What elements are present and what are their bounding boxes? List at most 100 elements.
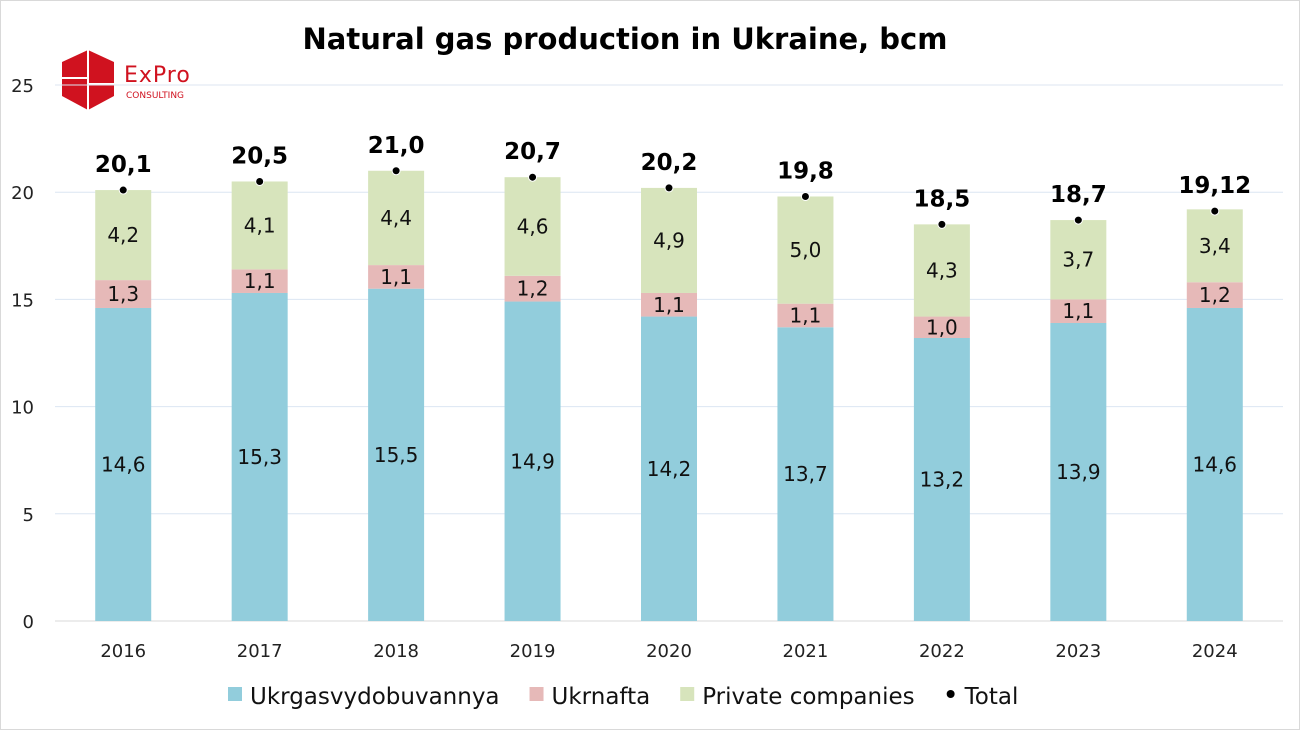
data-label: 3,7 <box>1062 248 1094 272</box>
bar-segment-ukrnafta <box>913 316 970 338</box>
legend-label: Private companies <box>702 684 914 710</box>
bar-segment-ukrnafta <box>504 275 561 302</box>
data-label: 1,1 <box>244 269 276 293</box>
bar-segment-ukrnafta <box>368 265 425 289</box>
total-label: 20,7 <box>504 139 561 165</box>
bar-segment-ukrgasvydobuvannya <box>95 307 152 621</box>
total-marker <box>937 219 947 229</box>
legend-swatch <box>529 687 544 701</box>
total-label: 18,7 <box>1050 182 1107 208</box>
svg-text:CONSULTING: CONSULTING <box>126 91 184 101</box>
legend-label: Ukrnafta <box>552 684 651 710</box>
data-label: 14,9 <box>510 449 555 473</box>
legend-swatch <box>228 687 242 701</box>
bar-segment-private-companies <box>641 187 697 293</box>
total-marker <box>118 185 128 195</box>
total-marker <box>255 176 265 186</box>
total-label: 19,12 <box>1178 173 1251 199</box>
data-label: 15,3 <box>237 445 282 469</box>
data-label: 3,4 <box>1199 234 1231 258</box>
bar-segment-ukrgasvydobuvannya <box>1050 322 1107 621</box>
bar-segment-ukrgasvydobuvannya <box>913 337 970 621</box>
legend-swatch <box>680 687 695 701</box>
x-tick-label: 2016 <box>100 641 146 662</box>
data-label: 1,2 <box>1199 283 1231 307</box>
bar-segment-private-companies <box>777 196 834 304</box>
data-label: 13,7 <box>783 462 828 486</box>
total-marker <box>1210 206 1220 216</box>
data-label: 4,3 <box>926 258 958 282</box>
bar-segment-ukrgasvydobuvannya <box>1186 307 1243 621</box>
data-label: 1,1 <box>653 293 685 317</box>
data-label: 5,0 <box>790 238 822 262</box>
x-tick-label: 2024 <box>1192 641 1238 662</box>
bar-segment-ukrnafta <box>1050 299 1107 323</box>
legend-total-marker <box>946 690 955 698</box>
bar-segment-private-companies <box>231 181 288 270</box>
x-tick-label: 2019 <box>510 641 556 662</box>
bar-segment-private-companies <box>1050 220 1107 300</box>
bar-segment-private-companies <box>1186 209 1243 283</box>
total-marker <box>664 183 674 193</box>
x-tick-label: 2017 <box>237 641 283 662</box>
x-tick-label: 2022 <box>919 641 965 662</box>
total-label: 20,2 <box>641 150 698 176</box>
data-label: 1,3 <box>107 282 139 306</box>
bar-segment-ukrgasvydobuvannya <box>641 316 697 621</box>
total-label: 21,0 <box>368 133 425 159</box>
bar-segment-ukrnafta <box>777 303 834 328</box>
data-label: 4,1 <box>244 213 276 237</box>
data-label: 1,1 <box>790 303 822 327</box>
data-label: 4,4 <box>380 206 412 230</box>
y-tick-label: 5 <box>23 505 34 526</box>
bar-segment-ukrgasvydobuvannya <box>504 301 561 621</box>
data-label: 14,6 <box>1193 452 1238 476</box>
data-label: 13,2 <box>920 467 965 491</box>
y-tick-label: 15 <box>11 290 34 311</box>
data-label: 13,9 <box>1056 460 1101 484</box>
svg-text:ExPro: ExPro <box>124 63 191 88</box>
bar-segment-ukrnafta <box>231 269 288 293</box>
data-label: 4,6 <box>517 215 549 239</box>
total-label: 20,1 <box>95 152 152 178</box>
x-tick-label: 2021 <box>783 641 829 662</box>
bar-segment-ukrnafta <box>641 292 697 317</box>
data-label: 1,2 <box>517 277 549 301</box>
total-marker <box>1073 215 1083 225</box>
bar-segment-private-companies <box>504 177 561 276</box>
bar-segment-ukrnafta <box>1186 282 1243 308</box>
y-tick-label: 20 <box>11 183 34 204</box>
data-label: 15,5 <box>374 443 419 467</box>
total-label: 18,5 <box>914 186 971 212</box>
x-tick-label: 2020 <box>646 641 692 662</box>
data-label: 4,9 <box>653 228 685 252</box>
bar-segment-private-companies <box>95 190 152 281</box>
total-marker <box>528 172 538 182</box>
x-tick-label: 2018 <box>373 641 419 662</box>
legend-label: Total <box>964 684 1019 710</box>
data-label: 1,1 <box>380 265 412 289</box>
y-tick-label: 10 <box>11 398 34 419</box>
x-tick-label: 2023 <box>1055 641 1101 662</box>
data-label: 14,2 <box>647 457 692 481</box>
expro-logo: ExPro CONSULTING <box>62 50 191 110</box>
total-label: 19,8 <box>777 158 834 184</box>
bar-segment-private-companies <box>368 170 425 266</box>
y-tick-label: 25 <box>11 76 34 97</box>
data-label: 4,2 <box>107 223 139 247</box>
legend-label: Ukrgasvydobuvannya <box>250 684 500 710</box>
bar-segment-ukrnafta <box>95 280 152 308</box>
total-marker <box>391 166 401 176</box>
bar-segment-ukrgasvydobuvannya <box>777 327 834 621</box>
data-label: 1,0 <box>926 315 958 339</box>
y-tick-label: 0 <box>23 612 34 633</box>
bar-segment-ukrgasvydobuvannya <box>368 288 425 621</box>
total-marker <box>800 191 810 201</box>
data-label: 1,1 <box>1062 299 1094 323</box>
bar-segment-ukrgasvydobuvannya <box>231 292 288 621</box>
bar-segment-private-companies <box>913 224 970 317</box>
chart-title: Natural gas production in Ukraine, bcm <box>302 22 948 56</box>
total-label: 20,5 <box>231 143 288 169</box>
data-label: 14,6 <box>101 452 146 476</box>
